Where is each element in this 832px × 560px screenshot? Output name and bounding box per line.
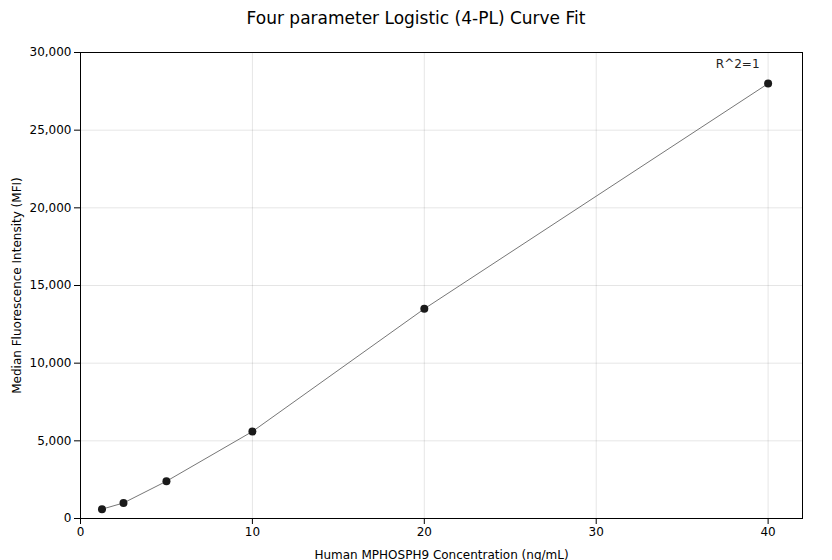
svg-text:5,000: 5,000 [37,434,71,448]
svg-text:30,000: 30,000 [30,45,72,59]
svg-text:20: 20 [417,525,432,539]
svg-text:25,000: 25,000 [30,123,72,137]
html-text:Four parameter Logistic (4-PL): Four parameter Logistic (4-PL) Curve Fit [246,8,586,28]
svg-text:0: 0 [64,511,72,525]
svg-text:15,000: 15,000 [30,278,72,292]
svg-text:10,000: 10,000 [30,356,72,370]
svg-text:R^2=1: R^2=1 [716,57,760,71]
svg-text:10: 10 [245,525,260,539]
svg-text:0: 0 [77,525,85,539]
svg-text:30: 30 [589,525,604,539]
svg-text:Median Fluorescence Intensity: Median Fluorescence Intensity (MFI) [10,177,24,394]
svg-text:20,000: 20,000 [30,201,72,215]
svg-text:Human MPHOSPH9 Concentration (: Human MPHOSPH9 Concentration (ng/mL) [314,548,568,560]
svg-text:40: 40 [760,525,775,539]
